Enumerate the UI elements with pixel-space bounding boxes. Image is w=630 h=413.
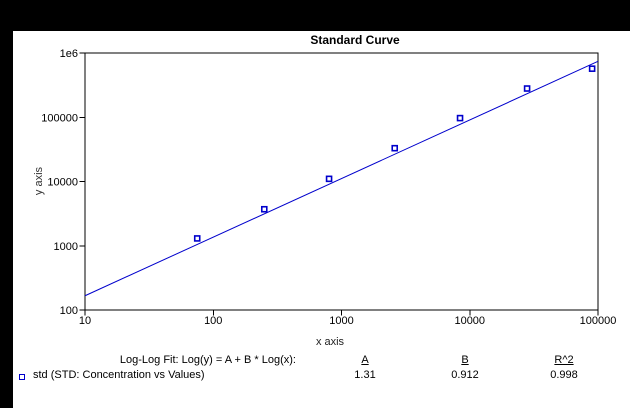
legend-series-label: std (STD: Concentration vs Values) — [33, 369, 205, 381]
column-header-R2: R^2 — [554, 354, 574, 366]
y-tick-label: 10000 — [47, 177, 78, 189]
fit-equation-label: Log-Log Fit: Log(y) = A + B * Log(x): — [119, 354, 296, 366]
y-tick-label: 100 — [60, 305, 78, 317]
column-header-A: A — [361, 354, 369, 366]
x-tick-label: 1000 — [329, 315, 353, 327]
window-left-border — [0, 0, 13, 408]
data-point-marker — [391, 144, 399, 152]
y-tick-label: 100000 — [41, 112, 78, 124]
x-tick-label: 100 — [204, 315, 222, 327]
plot-frame — [84, 52, 599, 311]
chart-title: Standard Curve — [310, 33, 400, 47]
x-axis-label: x axis — [315, 336, 345, 348]
fit-line — [84, 60, 599, 297]
column-header-B: B — [461, 354, 469, 366]
fit-value-R2: 0.998 — [550, 369, 578, 381]
y-axis-label: y axis — [33, 166, 45, 196]
data-point-marker — [588, 65, 596, 72]
data-point-marker — [193, 235, 201, 242]
legend-marker-square-icon — [19, 374, 25, 380]
y-tick-label: 1000 — [54, 241, 78, 253]
data-point-marker — [260, 205, 268, 213]
data-point-marker — [523, 85, 531, 92]
window-top-border — [0, 0, 630, 31]
fit-value-A: 1.31 — [354, 369, 376, 381]
data-point-marker — [456, 114, 464, 122]
y-tick-label: 1e6 — [60, 48, 78, 60]
data-point-marker — [325, 175, 333, 183]
x-tick-label: 10000 — [454, 315, 485, 327]
x-tick-label: 10 — [79, 315, 91, 327]
x-tick-label: 100000 — [580, 315, 617, 327]
fit-value-B: 0.912 — [451, 369, 479, 381]
